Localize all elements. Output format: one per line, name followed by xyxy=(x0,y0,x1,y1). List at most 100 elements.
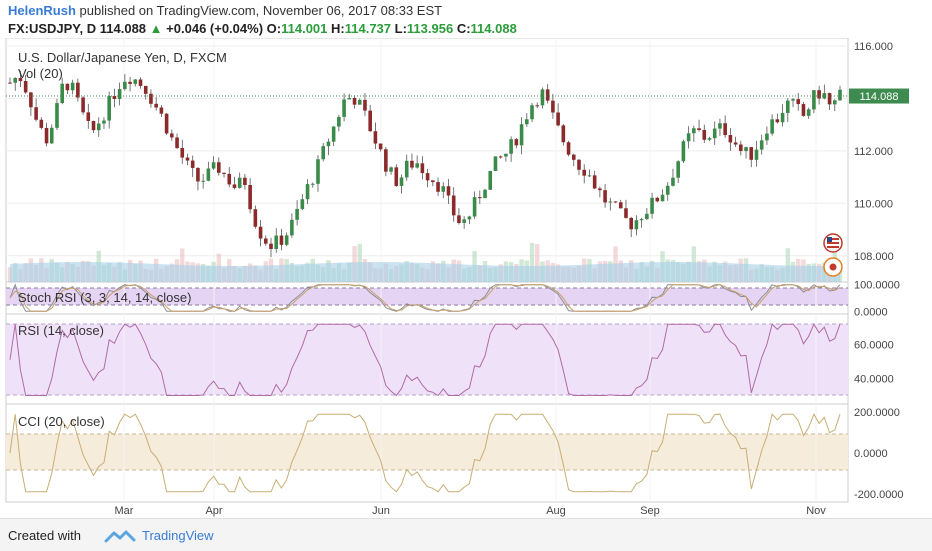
candle-body xyxy=(149,93,153,104)
us-flag-icon[interactable] xyxy=(823,233,843,253)
candle-body xyxy=(645,213,649,220)
x-tick-label: Nov xyxy=(806,505,826,517)
candle-body xyxy=(483,189,487,199)
candle-body xyxy=(107,95,111,121)
ohlc-bar: FX:USDJPY, D 114.088 ▲ +0.046 (+0.04%) O… xyxy=(8,21,517,36)
candle-body xyxy=(692,128,696,134)
candle-body xyxy=(431,180,435,183)
high-label: H: xyxy=(331,21,345,36)
tradingview-logo-icon[interactable] xyxy=(104,529,136,543)
y-tick-label: 100.0000 xyxy=(854,280,900,292)
candle-body xyxy=(363,99,367,111)
candle-body xyxy=(222,172,226,174)
jp-flag-icon[interactable] xyxy=(823,257,843,277)
candle-body xyxy=(404,160,409,178)
candle-body xyxy=(827,93,832,105)
candle-body xyxy=(504,153,508,157)
candle-body xyxy=(702,130,707,140)
candle-body xyxy=(253,209,258,227)
publish-info: HelenRush published on TradingView.com, … xyxy=(8,3,442,18)
candle-body xyxy=(23,81,28,93)
chart-area[interactable]: 108.000110.000112.000114.000116.0000.000… xyxy=(0,38,932,518)
candle-body xyxy=(425,173,430,181)
candle-body xyxy=(117,89,122,99)
candle-body xyxy=(206,168,211,181)
last-price-label: 114.088 xyxy=(860,91,899,103)
candle-body xyxy=(399,177,404,186)
tradingview-link[interactable]: TradingView xyxy=(142,528,214,543)
candle-body xyxy=(300,199,305,209)
candle-body xyxy=(665,185,670,195)
candle-body xyxy=(556,112,560,126)
volume-bar xyxy=(785,248,790,282)
x-tick-label: Sep xyxy=(640,505,660,517)
candle-body xyxy=(185,157,190,161)
candle-body xyxy=(639,219,644,221)
candle-body xyxy=(514,139,519,146)
open-label: O: xyxy=(266,21,282,36)
candle-body xyxy=(613,201,618,203)
cci-title: CCI (20, close) xyxy=(18,414,105,429)
candle-body xyxy=(812,90,816,110)
candle-body xyxy=(660,194,665,202)
candle-body xyxy=(796,99,801,105)
candle-body xyxy=(8,82,12,84)
candle-body xyxy=(676,161,680,178)
candle-body xyxy=(629,217,633,230)
candle-body xyxy=(749,147,754,160)
y-tick-label: 116.000 xyxy=(854,41,893,53)
candle-body xyxy=(321,146,326,160)
candle-body xyxy=(436,182,440,192)
candle-body xyxy=(164,113,169,134)
candle-body xyxy=(18,77,23,82)
candle-body xyxy=(733,142,738,145)
candle-body xyxy=(775,119,780,123)
up-triangle-icon: ▲ xyxy=(149,21,163,36)
candle-body xyxy=(211,162,216,169)
candle-body xyxy=(143,85,148,94)
candle-body xyxy=(524,119,529,125)
candle-body xyxy=(342,99,346,117)
candle-body xyxy=(723,123,727,136)
candle-body xyxy=(373,131,378,144)
created-with-text: Created with xyxy=(8,528,81,543)
stoch-title: Stoch RSI (3, 3, 14, 14, close) xyxy=(18,290,191,305)
candle-body xyxy=(55,103,59,128)
candle-body xyxy=(154,103,158,108)
candle-body xyxy=(754,149,759,160)
candle-body xyxy=(759,140,764,150)
last-value: 114.088 xyxy=(99,21,147,36)
candle-body xyxy=(603,190,607,203)
candle-body xyxy=(180,147,185,158)
x-tick-label: Apr xyxy=(205,505,222,517)
candle-body xyxy=(817,90,821,99)
y-tick-label: 200.0000 xyxy=(854,407,900,419)
candle-body xyxy=(608,201,613,203)
y-tick-label: 110.000 xyxy=(854,198,893,210)
candle-body xyxy=(133,79,138,84)
candle-body xyxy=(624,208,628,218)
rsi-line xyxy=(9,323,841,397)
candle-body xyxy=(822,93,827,99)
candle-body xyxy=(634,220,639,230)
candle-body xyxy=(707,138,712,140)
candle-body xyxy=(582,169,587,176)
candle-body xyxy=(357,99,362,105)
candle-body xyxy=(175,137,179,148)
candle-body xyxy=(263,238,268,244)
candle-body xyxy=(232,184,237,188)
candle-body xyxy=(389,167,393,172)
x-tick-label: Mar xyxy=(115,505,134,517)
candle-body xyxy=(217,162,221,173)
y-tick-label: 0.0000 xyxy=(854,306,888,318)
last-price-tag xyxy=(849,88,909,104)
candle-body xyxy=(243,177,247,185)
x-tick-label: Jun xyxy=(372,505,390,517)
candle-body xyxy=(138,79,143,86)
candle-body xyxy=(446,186,451,196)
candle-body xyxy=(368,110,372,132)
author-link[interactable]: HelenRush xyxy=(8,3,76,18)
candle-body xyxy=(384,149,388,172)
candle-body xyxy=(352,97,357,105)
candle-body xyxy=(410,160,414,168)
